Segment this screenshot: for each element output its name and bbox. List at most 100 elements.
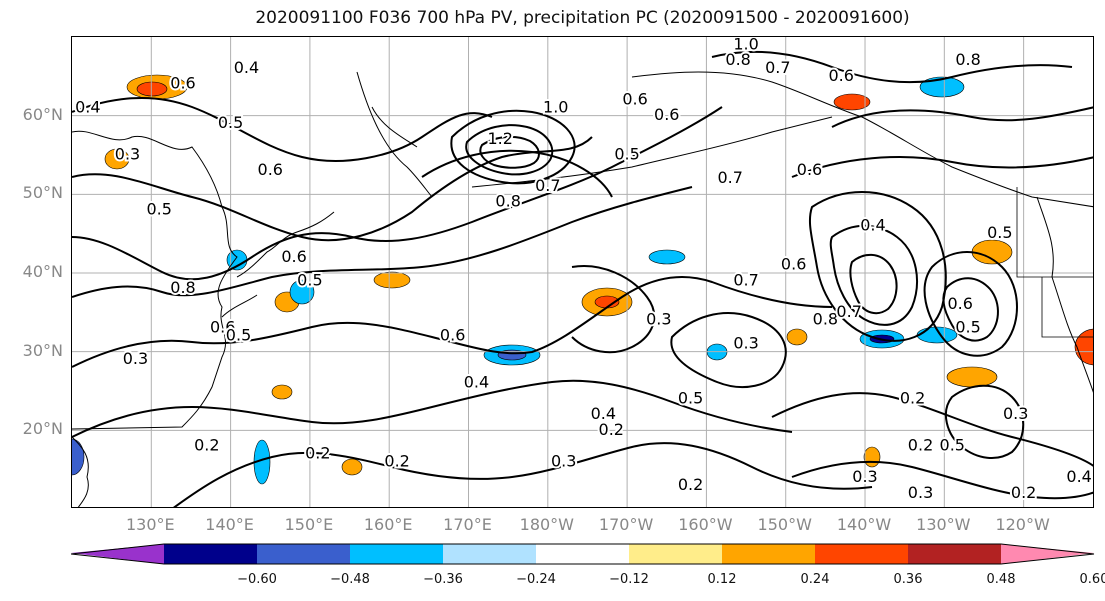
contour-label: 0.2 xyxy=(908,436,933,455)
contour-label: 0.6 xyxy=(170,74,195,93)
graticule xyxy=(72,37,1093,507)
map-canvas: 0.40.60.40.50.30.60.50.60.50.80.60.50.30… xyxy=(72,37,1093,507)
colorbar-swatch xyxy=(629,544,722,564)
contour-label: 0.5 xyxy=(297,270,322,289)
latitude-label: 20°N xyxy=(22,419,63,439)
colorbar-swatch xyxy=(536,544,629,564)
contour-label: 0.8 xyxy=(495,192,520,211)
contour-label: 0.7 xyxy=(733,270,758,289)
longitude-label: 180°W xyxy=(519,515,574,534)
colorbar-swatch xyxy=(722,544,815,564)
colorbar-tick-label: 0.48 xyxy=(986,572,1016,587)
contour-label: 0.3 xyxy=(646,310,671,329)
colorbar-tick-label: −0.12 xyxy=(609,572,649,587)
precip-blob xyxy=(289,279,315,305)
contour-line xyxy=(771,392,1093,467)
latitude-label: 30°N xyxy=(22,340,63,360)
latitude-label: 50°N xyxy=(22,183,63,203)
contour-line xyxy=(808,191,947,342)
contour-label: 0.5 xyxy=(940,436,965,455)
contour-line xyxy=(831,106,1093,128)
longitude-label: 130°E xyxy=(125,515,175,534)
contour-label: 0.6 xyxy=(210,318,235,337)
colorbar-tick-label: −0.24 xyxy=(516,572,556,587)
contour-line xyxy=(923,251,1018,357)
contour-label: 0.5 xyxy=(218,113,243,132)
colorbar-swatch xyxy=(257,544,350,564)
contour-label: 0.8 xyxy=(813,310,838,329)
precip-blob xyxy=(833,93,871,111)
coastline-north-america xyxy=(1036,196,1093,393)
contour-label: 0.5 xyxy=(955,318,980,337)
precipitation-shading xyxy=(72,74,1093,485)
contour-label: 0.3 xyxy=(551,451,576,470)
colorbar-tick-label: −0.60 xyxy=(237,572,277,587)
contour-label: 0.6 xyxy=(281,247,306,266)
contour-line xyxy=(944,384,1025,459)
precip-blob xyxy=(104,148,130,170)
contour-label: 1.0 xyxy=(733,37,758,53)
contour-line xyxy=(791,460,1093,500)
contour-label: 0.7 xyxy=(535,176,560,195)
colorbar-swatch xyxy=(350,544,443,564)
contour-label: 1.0 xyxy=(543,97,568,116)
contour-line xyxy=(72,96,493,162)
precip-blob xyxy=(136,81,168,97)
longitude-label: 150°W xyxy=(757,515,812,534)
precip-blob xyxy=(786,328,808,346)
contour-line xyxy=(670,312,787,388)
contour-label: 0.6 xyxy=(440,325,465,344)
contour-label: 0.2 xyxy=(384,451,409,470)
colorbar-swatch xyxy=(443,544,536,564)
contour-label: 0.3 xyxy=(1003,404,1028,423)
contour-label: 0.4 xyxy=(860,215,885,234)
colorbar-tick-label: 0.60 xyxy=(1079,572,1105,587)
contour-line xyxy=(465,124,554,176)
precip-blob xyxy=(919,76,965,98)
precip-blob xyxy=(341,458,363,476)
colorbar-tick-label: −0.48 xyxy=(330,572,370,587)
contour-line xyxy=(829,224,918,326)
coastline-alaska xyxy=(631,71,1093,208)
contour-line xyxy=(72,106,723,281)
colorbar-tick-label: −0.36 xyxy=(423,572,463,587)
precip-blob xyxy=(863,446,881,468)
longitude-label: 140°W xyxy=(836,515,892,534)
contour-label: 0.2 xyxy=(1011,483,1036,502)
contour-line xyxy=(72,186,693,298)
contour-line xyxy=(942,277,999,342)
precip-blob xyxy=(946,366,998,388)
colorbar-swatch xyxy=(815,544,908,564)
contour-line xyxy=(849,253,898,315)
latitude-label: 40°N xyxy=(22,262,63,281)
contour-label: 0.3 xyxy=(908,483,933,502)
contour-label: 0.7 xyxy=(717,168,742,187)
colorbar-swatch xyxy=(164,544,257,564)
contour-label: 0.5 xyxy=(987,223,1012,242)
contour-label: 0.2 xyxy=(599,420,624,439)
longitude-label: 130°W xyxy=(916,515,971,534)
coastline-kamchatka xyxy=(356,71,433,198)
contour-label: 0.2 xyxy=(678,475,703,494)
contour-label: 0.2 xyxy=(194,436,219,455)
precip-blob xyxy=(1074,328,1093,366)
contour-line xyxy=(571,265,656,354)
colorbar-swatch xyxy=(1001,544,1094,564)
longitude-label: 160°E xyxy=(363,515,413,534)
contour-label: 0.8 xyxy=(170,278,195,297)
colorbar-tick-label: 0.12 xyxy=(707,572,737,587)
contour-label: 0.7 xyxy=(765,58,790,77)
contour-label: 0.3 xyxy=(123,349,148,368)
colorbar-swatch xyxy=(908,544,1001,564)
contour-label: 0.6 xyxy=(622,89,647,108)
contour-labels: 0.40.60.40.50.30.60.50.60.50.80.60.50.30… xyxy=(73,37,1093,504)
contour-line xyxy=(421,149,613,198)
contour-line xyxy=(72,379,793,438)
longitude-label: 140°E xyxy=(205,515,254,534)
colorbar xyxy=(71,543,1095,565)
pv-contours xyxy=(72,50,1093,507)
contour-line xyxy=(791,156,1093,178)
contour-label: 0.6 xyxy=(797,160,822,179)
longitude-label: 150°E xyxy=(284,515,334,534)
contour-line xyxy=(711,50,1073,84)
